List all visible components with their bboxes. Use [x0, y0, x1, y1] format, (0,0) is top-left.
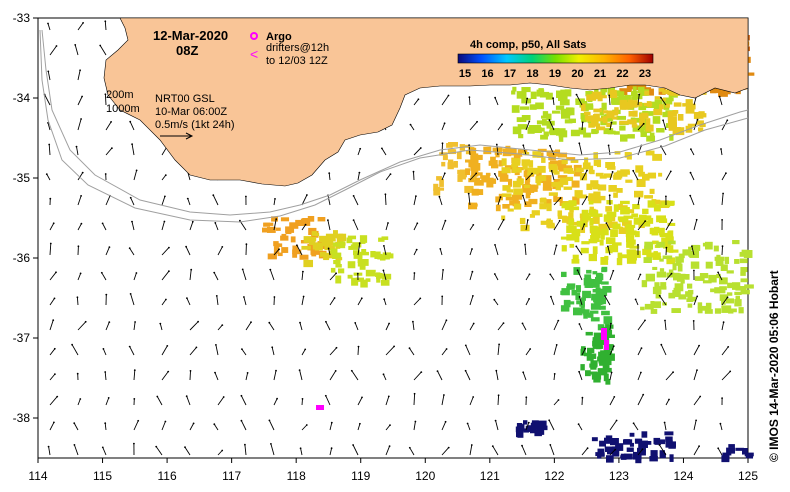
lon-label: 114 — [28, 469, 47, 483]
lon-label: 123 — [609, 469, 629, 483]
scale-label: 0.5m/s (1kt 24h) — [155, 119, 234, 131]
drifters-line1: drifters@12h — [266, 42, 329, 54]
colorbar-tick: 18 — [526, 68, 538, 80]
argo-symbol — [250, 32, 258, 40]
drifter-track-1 — [601, 328, 609, 350]
map-date: 12-Mar-2020 — [153, 28, 228, 43]
lon-label: 117 — [222, 469, 241, 483]
colorbar-tick: 20 — [571, 68, 583, 80]
contour-200-label: 200m — [106, 89, 134, 101]
map-time: 08Z — [176, 43, 198, 58]
lon-label: 125 — [738, 469, 758, 483]
lat-label: -38 — [13, 411, 31, 425]
colorbar-tick: 23 — [639, 68, 651, 80]
lon-label: 118 — [287, 469, 306, 483]
contour-1000-label: 1000m — [106, 103, 140, 115]
lat-label: -33 — [13, 11, 31, 25]
colorbar-tick: 17 — [504, 68, 516, 80]
lon-label: 121 — [480, 469, 500, 483]
colorbar-tick: 16 — [481, 68, 493, 80]
current-source: NRT00 GSL — [155, 93, 215, 105]
contour-200m — [41, 29, 749, 216]
longitude-axis: 114 115 116 117 118 119 120 121 122 123 124 125 — [28, 458, 758, 483]
lon-label: 115 — [93, 469, 112, 483]
current-legend: 200m 1000m NRT00 GSL 10-Mar 06:00Z 0.5m/… — [106, 89, 234, 140]
colorbar: 15 16 17 18 19 20 21 22 23 4h comp, p50, All Sat… — [457, 39, 654, 80]
drifter-symbol: < — [250, 46, 258, 62]
current-date: 10-Mar 06:00Z — [155, 106, 227, 118]
latitude-axis: -33 -34 -35 -36 -37 -38 — [13, 11, 38, 425]
contour-1000m — [39, 29, 749, 223]
colorbar-tick: 19 — [549, 68, 561, 80]
colorbar-tick: 21 — [594, 68, 606, 80]
colorbar-tick: 22 — [616, 68, 628, 80]
lon-label: 119 — [351, 469, 370, 483]
lat-label: -34 — [13, 91, 31, 105]
lat-label: -36 — [13, 251, 31, 265]
lon-label: 120 — [415, 469, 435, 483]
lon-label: 116 — [158, 469, 177, 483]
credit-text: © IMOS 14-Mar-2020 05:06 Hobart — [767, 270, 781, 462]
colorbar-tick: 15 — [459, 68, 471, 80]
argo-label: Argo — [266, 31, 292, 43]
drifters-line2: to 12/03 12Z — [266, 55, 328, 67]
lat-label: -35 — [13, 171, 31, 185]
lon-label: 122 — [544, 469, 564, 483]
drifter-track-2 — [316, 405, 324, 410]
lon-label: 124 — [673, 469, 693, 483]
legend: Argo < drifters@12h to 12/03 12Z — [250, 31, 329, 67]
colorbar-title: 4h comp, p50, All Sats — [470, 39, 586, 51]
lat-label: -37 — [13, 331, 31, 345]
